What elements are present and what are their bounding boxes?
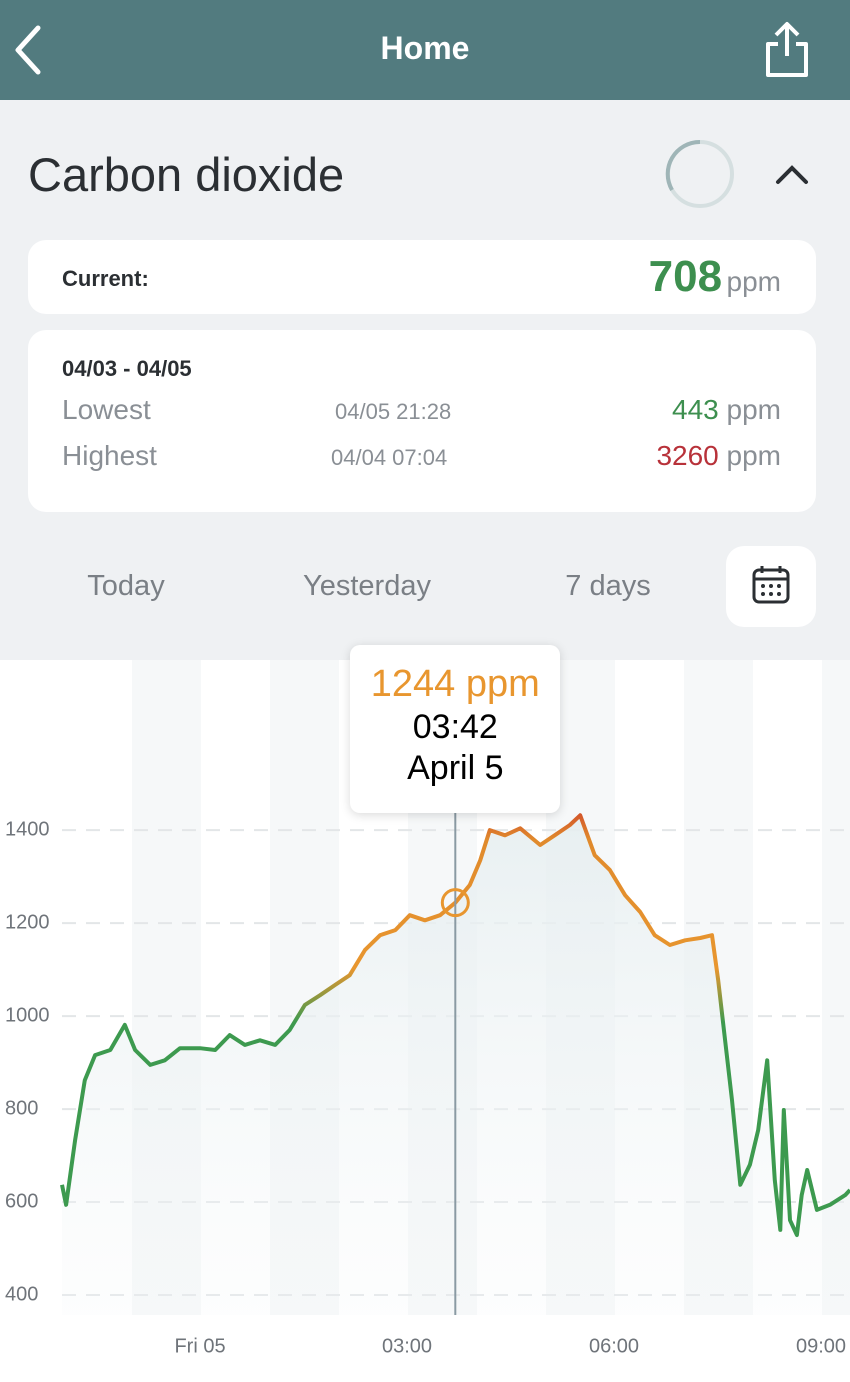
tab[interactable]: Yesterday <box>303 570 431 602</box>
y-tick-label: 800 <box>5 1097 38 1119</box>
tab[interactable]: 7 days <box>565 570 651 602</box>
lowest-unit: ppm <box>726 394 781 425</box>
current-card: Current: 708 ppm <box>28 240 816 314</box>
highest-reading: 3260 ppm <box>656 440 781 472</box>
range-dates: 04/03 - 04/05 <box>62 356 192 381</box>
highest-value: 3260 <box>656 440 719 471</box>
tooltip-value: 1244 ppm <box>370 663 540 705</box>
lowest-reading: 443 ppm <box>672 394 781 426</box>
y-tick-label: 400 <box>5 1283 38 1305</box>
y-tick-label: 1400 <box>5 818 50 840</box>
highest-label: Highest <box>62 440 157 471</box>
lowest-time: 04/05 21:28 <box>335 399 452 424</box>
current-unit: ppm <box>726 266 781 297</box>
header: Home <box>0 0 850 100</box>
data-line <box>60 813 850 1237</box>
y-tick-label: 1000 <box>5 1004 50 1026</box>
back-button[interactable] <box>10 25 46 75</box>
calendar-button[interactable] <box>726 546 816 627</box>
highest-time: 04/04 07:04 <box>331 445 448 470</box>
range-card: 04/03 - 04/05 Lowest 04/05 21:28 443 ppm… <box>28 330 816 512</box>
tooltip-date: April 5 <box>407 749 504 787</box>
current-reading: 708 ppm <box>649 252 781 302</box>
tooltip: 1244 ppm 03:42 April 5 <box>350 645 561 813</box>
x-tick-label: 03:00 <box>382 1335 432 1357</box>
header-title: Home <box>380 30 470 66</box>
tooltip-marker <box>440 888 470 918</box>
tab[interactable]: Today <box>87 570 165 602</box>
collapse-button[interactable] <box>774 162 810 186</box>
x-tick-label: 09:00 <box>796 1335 846 1357</box>
tooltip-time: 03:42 <box>412 708 498 746</box>
calendar-icon <box>752 566 790 604</box>
highest-unit: ppm <box>726 440 781 471</box>
current-value: 708 <box>648 252 723 301</box>
y-tick-label: 600 <box>5 1190 38 1212</box>
x-tick-label: Fri 05 <box>174 1335 225 1357</box>
x-tick-label: 06:00 <box>589 1335 639 1357</box>
y-tick-label: 1200 <box>5 911 50 933</box>
loading-spinner <box>665 139 734 208</box>
share-button[interactable] <box>762 20 812 80</box>
lowest-value: 443 <box>672 394 719 425</box>
sensor-name: Carbon dioxide <box>28 148 345 201</box>
current-label: Current: <box>62 266 149 291</box>
lowest-label: Lowest <box>62 394 151 425</box>
